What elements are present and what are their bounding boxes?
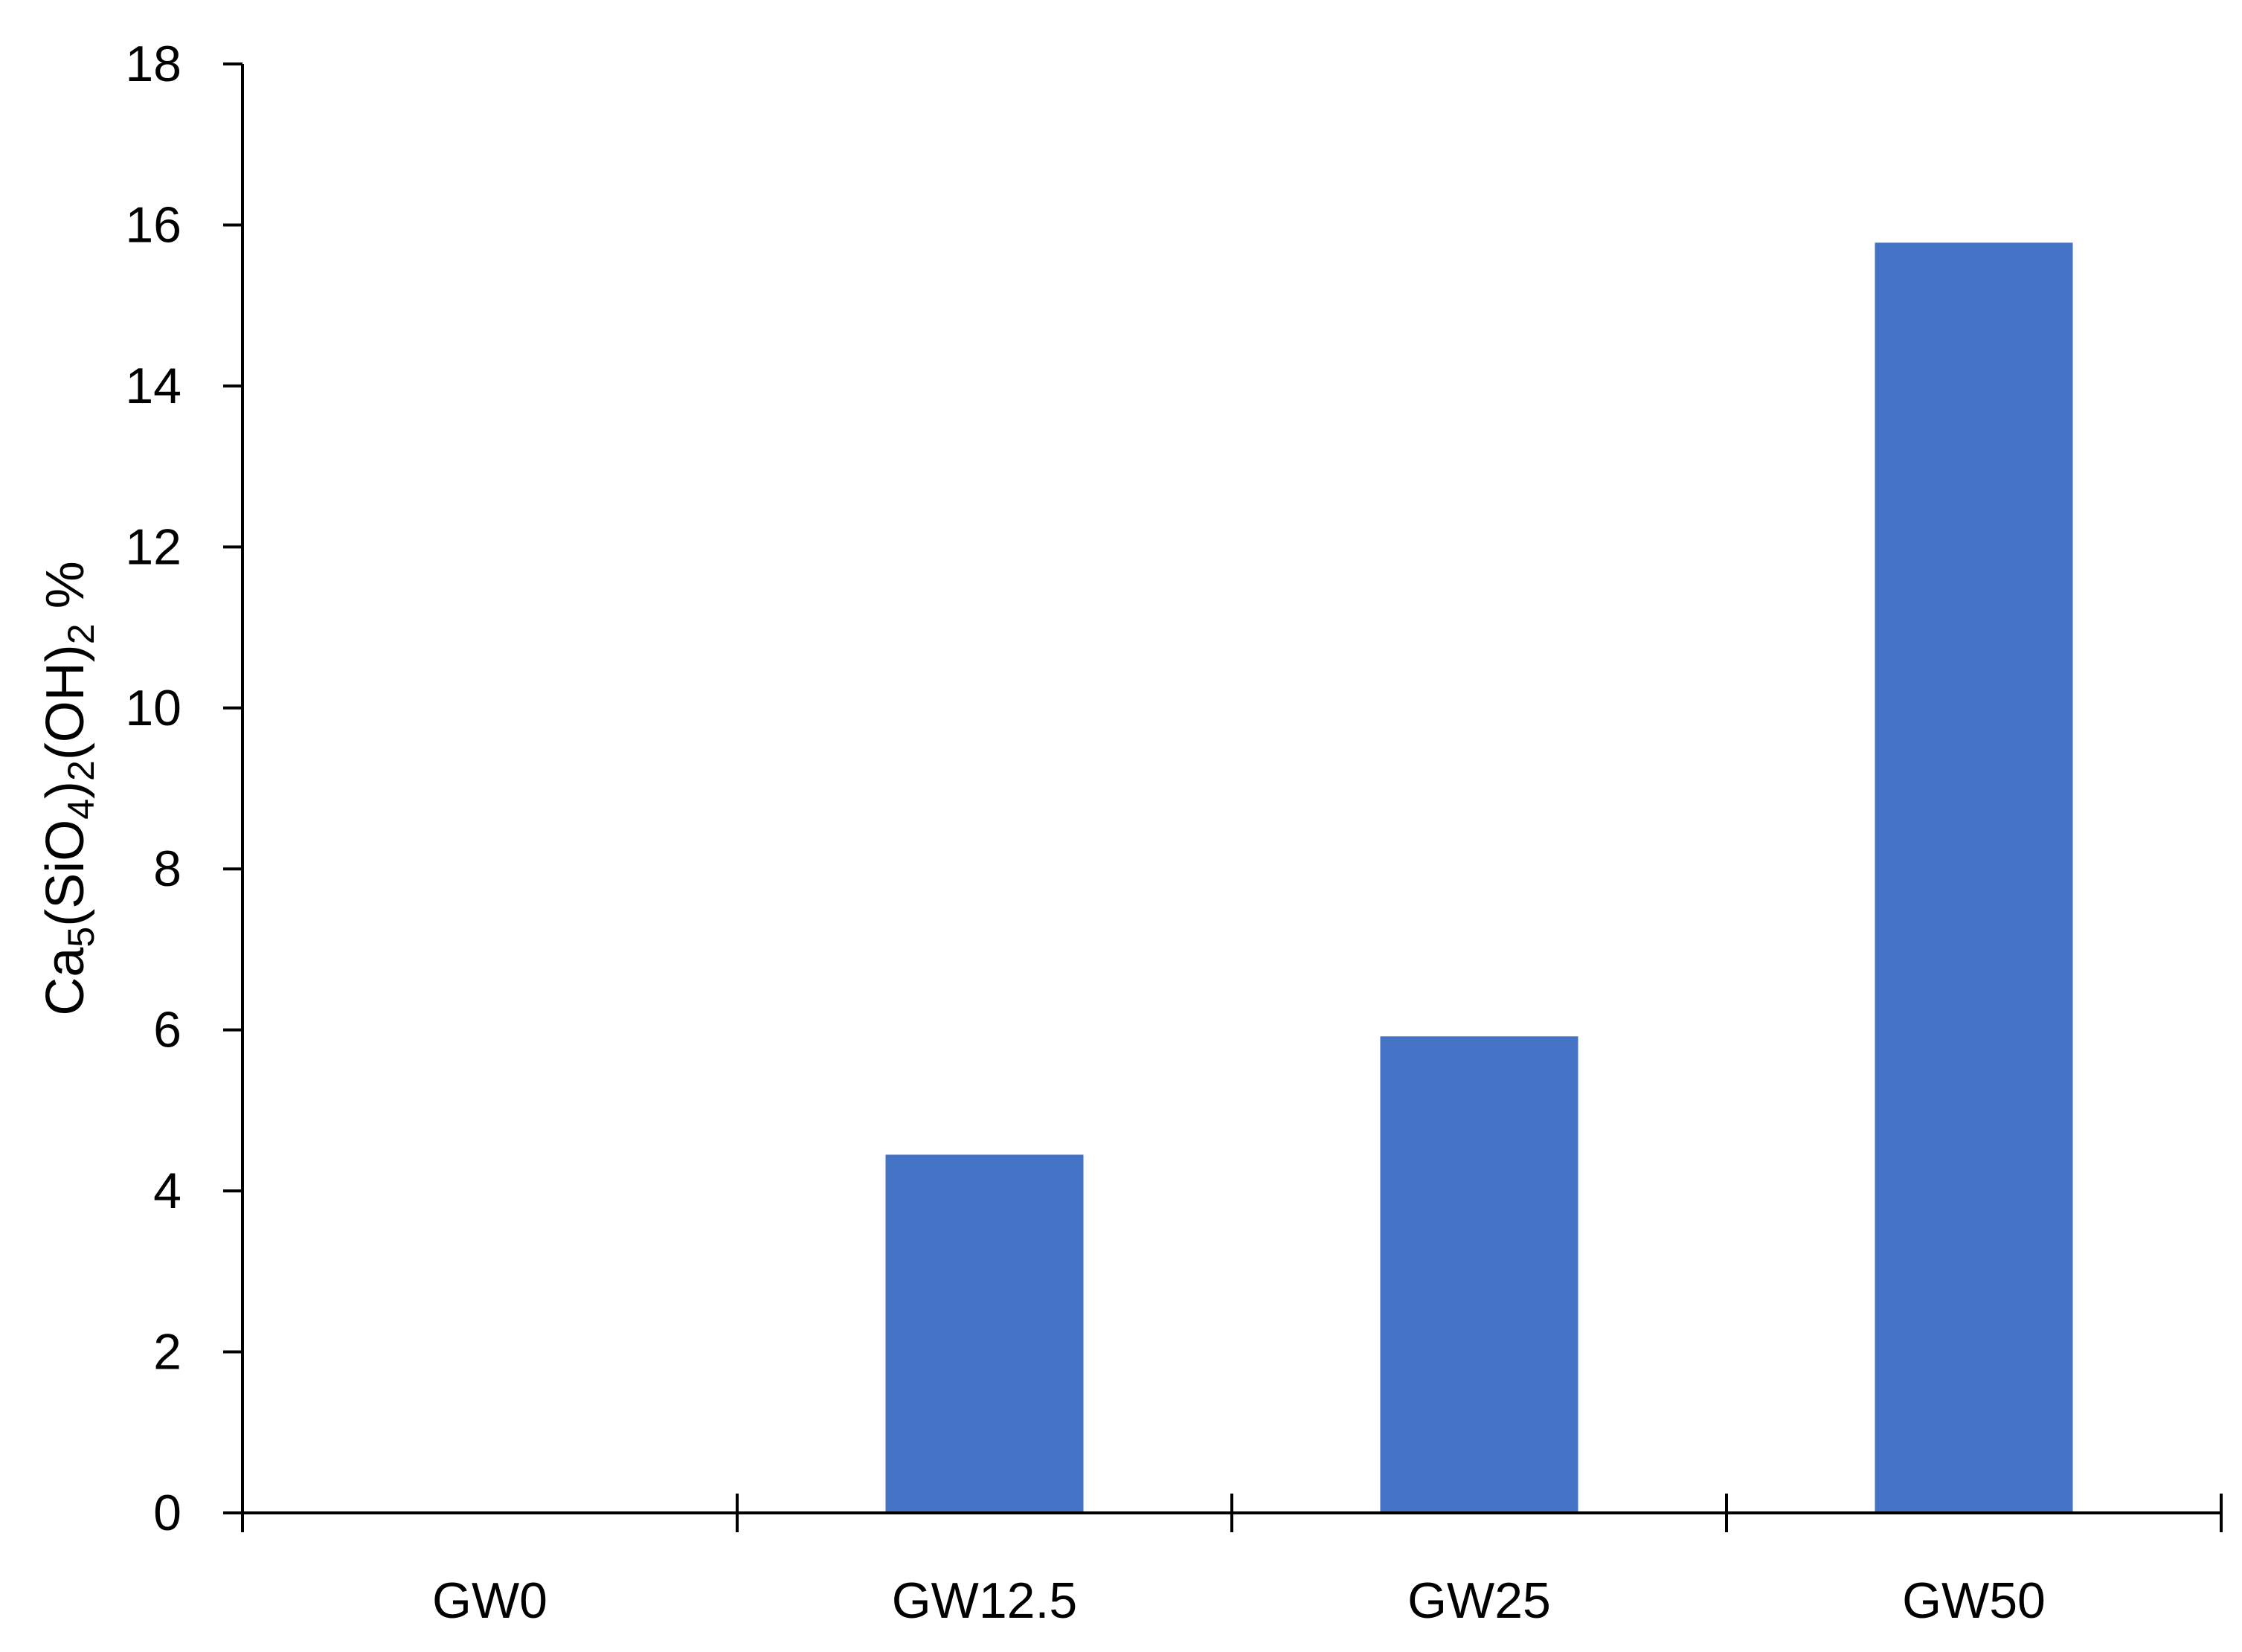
bar-gw25 [1380, 1036, 1578, 1513]
y-title-text: ) [36, 781, 95, 799]
x-category-label: GW50 [1902, 1572, 2046, 1629]
y-tick-label: 10 [125, 680, 182, 736]
category-labels: GW0 GW12.5 GW25 GW50 [432, 1572, 2046, 1629]
y-tick-label: 12 [125, 518, 182, 575]
y-tick-label: 8 [153, 841, 182, 897]
y-title-subscript: 2 [60, 623, 102, 644]
y-tick-label: 0 [153, 1485, 182, 1541]
y-tick-label: 14 [125, 358, 182, 414]
x-ticks [241, 1494, 2223, 1532]
bar-gw12-5 [885, 1154, 1084, 1513]
bars-layer [885, 242, 2073, 1514]
y-title-text: (OH) [36, 644, 95, 760]
x-category-label: GW12.5 [892, 1572, 1077, 1629]
x-category-label: GW0 [432, 1572, 547, 1629]
y-tick-label: 2 [153, 1324, 182, 1381]
y-tick-label: 16 [125, 196, 182, 253]
y-tick-label: 6 [153, 1002, 182, 1058]
y-title-subscript: 2 [60, 760, 102, 781]
y-axis-title: Ca5(SiO4)2(OH)2 % [36, 561, 102, 1015]
bar-gw50 [1875, 242, 2073, 1514]
y-title-text: Ca [36, 947, 95, 1016]
y-ticks: 0 2 4 6 8 10 12 14 16 18 [125, 36, 242, 1541]
y-title-text: (SiO [36, 820, 95, 927]
x-category-label: GW25 [1407, 1572, 1551, 1629]
y-title-subscript: 4 [60, 799, 102, 820]
y-title-text: % [36, 561, 95, 623]
y-tick-label: 18 [125, 36, 182, 92]
y-title-subscript: 5 [60, 927, 102, 948]
y-tick-label: 4 [153, 1163, 182, 1219]
